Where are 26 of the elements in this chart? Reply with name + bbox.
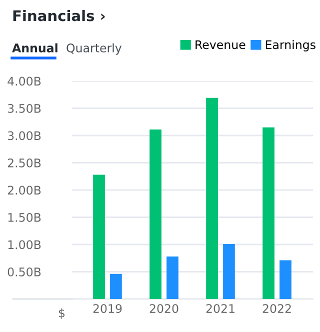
- legend-label: Revenue: [196, 40, 246, 50]
- chart-title: Financials ›: [13, 10, 105, 22]
- x-tick-label: 2020: [150, 304, 178, 313]
- y-tick-label: 3.50B: [8, 104, 41, 113]
- text: Annual: [12, 43, 58, 52]
- y-tick-label: 1.00B: [8, 240, 41, 250]
- y-axis-title: $: [58, 308, 65, 319]
- y-tick-label: 2.00B: [8, 186, 41, 195]
- bar: [150, 130, 162, 299]
- y-tick-label: 4.00B: [8, 76, 41, 86]
- bar: [206, 98, 218, 299]
- y-tick-label: 3.00B: [8, 131, 41, 140]
- bar: [262, 127, 274, 299]
- legend-label: Earnings: [266, 40, 316, 52]
- bar: [280, 260, 292, 299]
- bar: [166, 256, 178, 299]
- text: Quarterly: [66, 43, 122, 55]
- bar: [110, 274, 122, 299]
- x-tick-label: 2019: [93, 304, 122, 313]
- bar: [93, 174, 105, 299]
- y-tick-label: 0.50B: [8, 267, 41, 276]
- bar: [223, 244, 235, 299]
- y-tick-label: 2.50B: [8, 158, 41, 168]
- y-tick-label: 1.50B: [8, 212, 41, 222]
- x-tick-label: 2021: [206, 304, 234, 313]
- x-tick-label: 2022: [262, 304, 291, 313]
